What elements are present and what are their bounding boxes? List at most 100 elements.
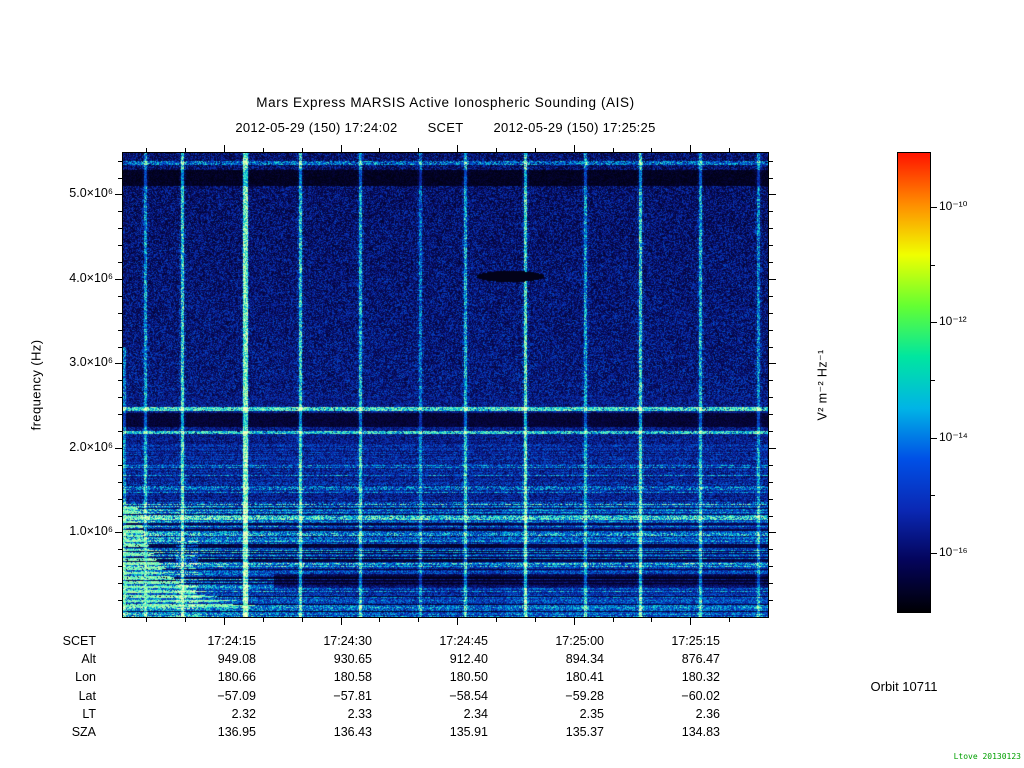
axis-tick [146, 148, 147, 152]
axis-tick [341, 618, 342, 625]
ephem-value: 17:24:30 [323, 634, 372, 648]
colorbar-gradient [897, 152, 931, 613]
y-axis-label: frequency (Hz) [28, 339, 44, 431]
axis-tick [418, 618, 419, 622]
axis-tick [118, 245, 122, 246]
axis-tick [769, 296, 773, 297]
ephem-value: 2.36 [695, 706, 720, 721]
axis-tick [302, 148, 303, 152]
ephem-value: 180.58 [333, 670, 372, 685]
ephem-row-label: Alt [81, 652, 96, 667]
axis-tick [379, 618, 380, 622]
axis-tick [769, 516, 773, 517]
axis-tick [118, 583, 122, 584]
axis-tick [418, 148, 419, 152]
ephem-value: 136.95 [217, 725, 256, 740]
ephem-value: −59.28 [565, 688, 604, 703]
axis-tick [146, 618, 147, 622]
axis-tick [118, 211, 122, 212]
axis-tick [769, 583, 773, 584]
axis-tick [115, 194, 122, 195]
ephem-value: 136.43 [333, 725, 372, 740]
colorbar-axis-label: V² m⁻² Hz⁻¹ [815, 349, 830, 421]
axis-tick [118, 516, 122, 517]
axis-tick [769, 380, 773, 381]
y-axis-tick-label: 2.0×10⁶ [69, 439, 113, 454]
axis-tick [931, 207, 937, 208]
ephem-row-label: Lon [75, 670, 96, 685]
axis-tick [115, 279, 122, 280]
y-axis-tick-label: 4.0×10⁶ [69, 270, 113, 285]
ephem-value: 949.08 [217, 652, 256, 667]
axis-tick [769, 363, 776, 364]
axis-tick [769, 194, 776, 195]
axis-tick [931, 322, 937, 323]
colorbar-tick-label: 10⁻¹⁰ [939, 198, 968, 213]
axis-tick [651, 618, 652, 622]
ephem-value: 17:25:15 [671, 634, 720, 648]
ephem-row-label: SZA [71, 725, 96, 740]
colorbar-tick-label: 10⁻¹⁶ [939, 545, 968, 559]
axis-tick [769, 465, 773, 466]
axis-tick [769, 228, 773, 229]
axis-tick [769, 566, 773, 567]
axis-tick [118, 161, 122, 162]
ephem-value: 17:25:00 [555, 634, 604, 648]
axis-tick [118, 549, 122, 550]
axis-tick [769, 161, 773, 162]
ephem-value: −58.54 [449, 688, 488, 703]
axis-tick [118, 431, 122, 432]
axis-tick [769, 448, 776, 449]
axis-tick [769, 178, 773, 179]
axis-tick [574, 618, 575, 625]
axis-tick [535, 618, 536, 622]
axis-tick [118, 347, 122, 348]
ephem-value: 930.65 [333, 652, 372, 667]
axis-tick [769, 549, 773, 550]
axis-tick [729, 618, 730, 622]
colorbar-tick-label: 10⁻¹² [939, 314, 967, 329]
axis-tick [118, 313, 122, 314]
axis-tick [118, 296, 122, 297]
spectrogram-canvas [123, 153, 768, 617]
ephem-value: 135.37 [565, 725, 604, 740]
axis-tick [729, 148, 730, 152]
ephem-value: 2.34 [463, 706, 488, 721]
axis-tick [185, 618, 186, 622]
axis-tick [341, 145, 342, 152]
axis-tick [651, 148, 652, 152]
axis-tick [224, 145, 225, 152]
axis-tick [302, 618, 303, 622]
axis-tick [118, 262, 122, 263]
axis-tick [263, 618, 264, 622]
ephem-value: 180.41 [565, 670, 604, 685]
ephem-value: 894.34 [565, 652, 604, 667]
axis-tick [118, 600, 122, 601]
axis-tick [115, 532, 122, 533]
axis-tick [118, 330, 122, 331]
axis-tick [118, 566, 122, 567]
axis-tick [263, 148, 264, 152]
ephem-value: 912.40 [449, 652, 488, 667]
axis-tick [118, 414, 122, 415]
axis-tick [185, 148, 186, 152]
axis-tick [613, 618, 614, 622]
ephem-value: 134.83 [681, 725, 720, 740]
axis-tick [118, 465, 122, 466]
axis-tick [535, 148, 536, 152]
ephem-value: −57.81 [333, 688, 372, 703]
axis-tick [769, 431, 773, 432]
axis-tick [379, 148, 380, 152]
ephemeris-table: SCET 17:24:15 17:24:30 17:24:45 17:25:00 17:2… [0, 632, 720, 741]
axis-tick [769, 262, 773, 263]
axis-tick [118, 397, 122, 398]
scet-start: 2012-05-29 (150) 17:24:02 [235, 120, 398, 135]
axis-tick [118, 178, 122, 179]
axis-tick [574, 145, 575, 152]
ephem-value: 180.32 [681, 670, 720, 685]
axis-tick [769, 414, 773, 415]
axis-tick [931, 495, 935, 496]
axis-tick [496, 618, 497, 622]
axis-tick [769, 532, 776, 533]
axis-tick [769, 279, 776, 280]
